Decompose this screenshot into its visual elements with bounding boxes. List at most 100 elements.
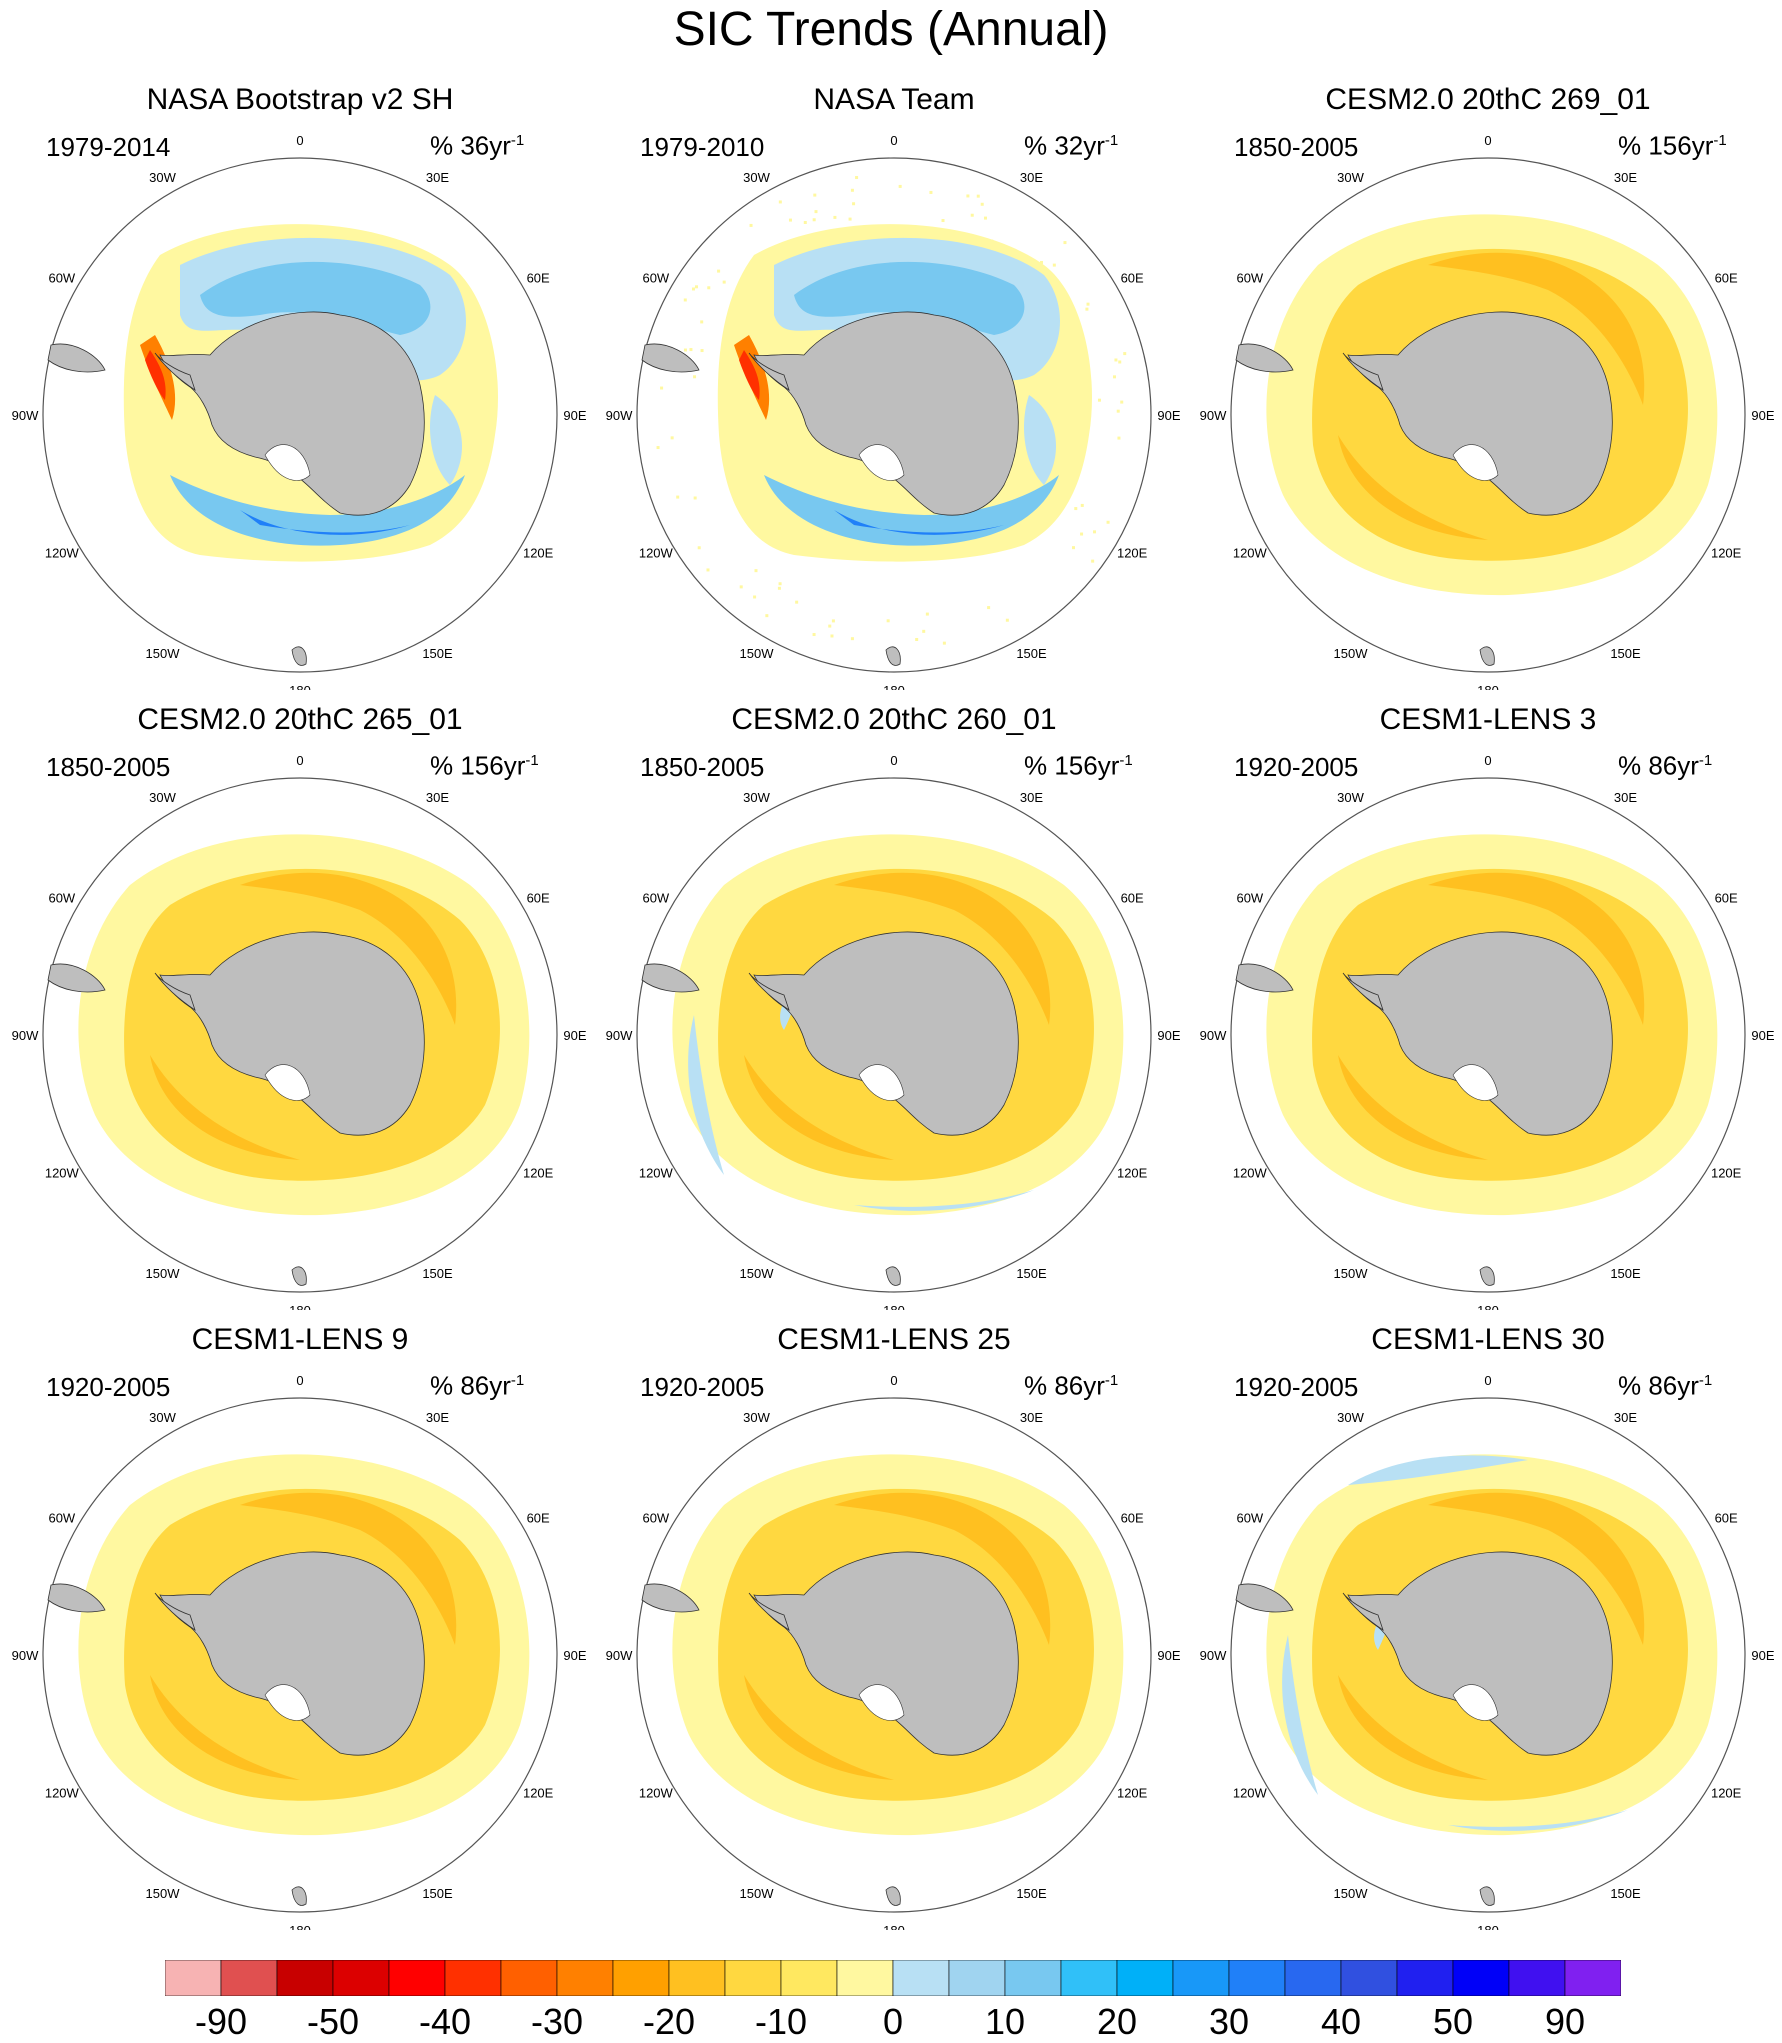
panel-title: CESM1-LENS 9 — [0, 1322, 600, 1358]
longitude-label: 30W — [149, 1410, 176, 1425]
colorbar-tick-label: 50 — [1433, 2002, 1473, 2042]
longitude-label: 30E — [1020, 170, 1043, 185]
longitude-label: 0 — [1484, 753, 1491, 768]
panel-title: CESM2.0 20thC 260_01 — [594, 702, 1194, 738]
longitude-label: 60E — [1121, 891, 1144, 906]
longitude-label: 60E — [1121, 1511, 1144, 1526]
map-panel: 0 30E 60E 90E 120E 150E 180 150W 120W 90W 60W 30W NA… — [0, 70, 600, 690]
panel-units: % 86yr-1 — [430, 1366, 524, 1401]
longitude-label: 150E — [422, 646, 453, 661]
longitude-label: 150E — [422, 1886, 453, 1901]
panel-period: 1920-2005 — [640, 1372, 764, 1402]
colorbar-tick-label: -40 — [419, 2002, 471, 2042]
longitude-label: 90W — [1200, 408, 1227, 423]
longitude-label: 60E — [1121, 271, 1144, 286]
longitude-label: 30W — [1337, 790, 1364, 805]
map-panel: 0 30E 60E 90E 120E 150E 180 150W 120W 90W 60W 30W CE… — [594, 690, 1194, 1310]
longitude-label: 0 — [1484, 1373, 1491, 1388]
polar-stereographic-map: 0 30E 60E 90E 120E 150E 180 150W 120W 90W 60W 30W — [594, 70, 1194, 690]
longitude-label: 150E — [1016, 646, 1047, 661]
map-panel: 0 30E 60E 90E 120E 150E 180 150W 120W 90W 60W 30W CE… — [0, 690, 600, 1310]
panel-units: % 86yr-1 — [1618, 1366, 1712, 1401]
longitude-label: 30W — [1337, 170, 1364, 185]
longitude-label: 120W — [1233, 546, 1268, 561]
panel-units: % 36yr-1 — [430, 126, 524, 161]
longitude-label: 30W — [743, 790, 770, 805]
colorbar-swatch — [781, 1960, 837, 1996]
colorbar — [165, 1960, 1621, 1996]
longitude-label: 150W — [740, 646, 775, 661]
longitude-label: 90W — [12, 1648, 39, 1663]
longitude-label: 120W — [45, 546, 80, 561]
longitude-label: 60W — [48, 891, 75, 906]
longitude-label: 120E — [523, 1786, 554, 1801]
colorbar-swatch — [557, 1960, 613, 1996]
longitude-label: 150W — [146, 646, 181, 661]
units-text: % 156yr — [1024, 751, 1119, 781]
longitude-label: 90W — [606, 1028, 633, 1043]
longitude-label: 120W — [639, 1786, 674, 1801]
longitude-label: 150W — [740, 1886, 775, 1901]
colorbar-swatch — [501, 1960, 557, 1996]
longitude-label: 30E — [426, 1410, 449, 1425]
longitude-label: 30W — [1337, 1410, 1364, 1425]
longitude-label: 0 — [296, 133, 303, 148]
longitude-label: 150E — [1016, 1886, 1047, 1901]
colorbar-swatch — [613, 1960, 669, 1996]
map-panel: 0 30E 60E 90E 120E 150E 180 150W 120W 90W 60W 30W CE… — [1188, 70, 1782, 690]
longitude-label: 150W — [1334, 1266, 1369, 1281]
panel-period: 1979-2014 — [46, 132, 170, 162]
longitude-label: 120E — [1117, 1166, 1148, 1181]
units-exponent: -1 — [525, 752, 538, 769]
longitude-label: 90W — [12, 1028, 39, 1043]
units-text: % 36yr — [430, 131, 511, 161]
longitude-label: 60W — [642, 1511, 669, 1526]
longitude-label: 120E — [1711, 1786, 1742, 1801]
longitude-label: 60E — [1715, 1511, 1738, 1526]
units-text: % 86yr — [1618, 1371, 1699, 1401]
longitude-label: 30W — [743, 1410, 770, 1425]
units-exponent: -1 — [1699, 752, 1712, 769]
longitude-label: 60E — [1715, 271, 1738, 286]
longitude-label: 0 — [296, 753, 303, 768]
colorbar-swatch — [1005, 1960, 1061, 1996]
longitude-label: 0 — [890, 1373, 897, 1388]
longitude-label: 90W — [1200, 1648, 1227, 1663]
colorbar-swatch — [725, 1960, 781, 1996]
longitude-label: 90E — [563, 1648, 586, 1663]
longitude-label: 90E — [1157, 408, 1180, 423]
units-text: % 86yr — [1024, 1371, 1105, 1401]
colorbar-tick-label: 90 — [1545, 2002, 1585, 2042]
panel-units: % 86yr-1 — [1618, 746, 1712, 781]
longitude-label: 150W — [146, 1266, 181, 1281]
map-panel: 0 30E 60E 90E 120E 150E 180 150W 120W 90W 60W 30W NA… — [594, 70, 1194, 690]
longitude-label: 120E — [1711, 546, 1742, 561]
colorbar-tick-label: -20 — [643, 2002, 695, 2042]
longitude-label: 120E — [1711, 1166, 1742, 1181]
panel-title: NASA Bootstrap v2 SH — [0, 82, 600, 118]
longitude-label: 180 — [1477, 1303, 1499, 1310]
units-exponent: -1 — [1119, 752, 1132, 769]
longitude-label: 60W — [1236, 1511, 1263, 1526]
colorbar-swatch — [1565, 1960, 1621, 1996]
panel-period: 1920-2005 — [1234, 752, 1358, 782]
map-panel: 0 30E 60E 90E 120E 150E 180 150W 120W 90W 60W 30W CE… — [594, 1310, 1194, 1930]
longitude-label: 60W — [1236, 891, 1263, 906]
units-text: % 86yr — [1618, 751, 1699, 781]
colorbar-swatch — [1285, 1960, 1341, 1996]
longitude-label: 30E — [1020, 1410, 1043, 1425]
longitude-label: 60W — [48, 1511, 75, 1526]
longitude-label: 60W — [1236, 271, 1263, 286]
panel-units: % 86yr-1 — [1024, 1366, 1118, 1401]
colorbar-swatch — [445, 1960, 501, 1996]
colorbar-swatch — [949, 1960, 1005, 1996]
longitude-label: 60E — [527, 271, 550, 286]
polar-stereographic-map: 0 30E 60E 90E 120E 150E 180 150W 120W 90W 60W 30W — [594, 690, 1194, 1310]
colorbar-swatch — [669, 1960, 725, 1996]
longitude-label: 180 — [1477, 1923, 1499, 1930]
longitude-label: 60W — [642, 891, 669, 906]
longitude-label: 120W — [45, 1786, 80, 1801]
longitude-label: 90E — [1157, 1028, 1180, 1043]
panel-units: % 156yr-1 — [1618, 126, 1727, 161]
longitude-label: 30W — [743, 170, 770, 185]
